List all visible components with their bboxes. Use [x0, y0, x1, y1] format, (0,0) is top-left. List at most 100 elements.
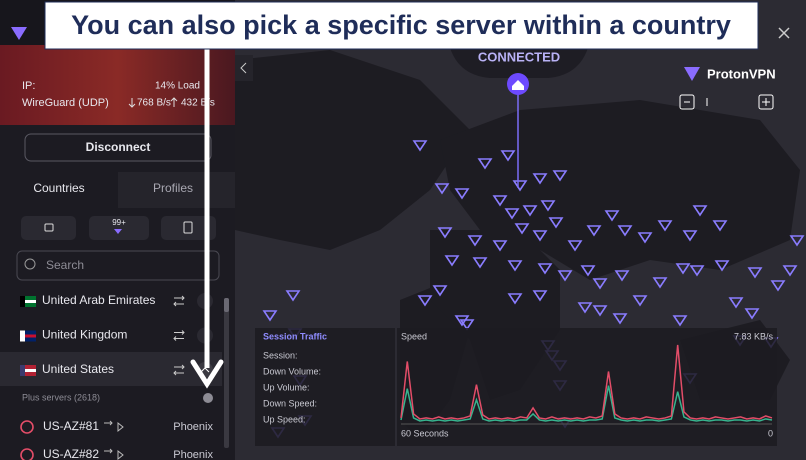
zoom-in[interactable] [758, 94, 774, 110]
server-marker[interactable] [712, 220, 728, 232]
collapse-icon [240, 62, 247, 74]
filter-p2p[interactable] [161, 216, 216, 240]
tab-active[interactable] [0, 172, 118, 208]
brand-name: ProtonVPN [707, 66, 776, 81]
server-marker[interactable] [682, 230, 698, 242]
server-icons [104, 448, 124, 460]
server-marker[interactable] [454, 188, 470, 200]
country-name: United Kingdom [42, 328, 127, 342]
server-marker[interactable] [459, 319, 475, 331]
collapse-button[interactable] [235, 55, 253, 81]
country-header [0, 45, 235, 125]
server-marker[interactable] [747, 267, 763, 279]
server-load: 14% Load [155, 81, 200, 92]
filter-secure-core[interactable] [21, 216, 76, 240]
session-label: Up Volume: [263, 382, 310, 392]
callout-box [44, 1, 759, 50]
search-box[interactable] [16, 250, 220, 281]
scrollbar[interactable] [224, 298, 229, 448]
upload-rate: 432 B/s [181, 98, 215, 109]
server-marker[interactable] [675, 263, 691, 275]
flag-stripe [20, 300, 36, 303]
server-marker[interactable] [652, 277, 668, 289]
server-marker[interactable] [500, 150, 516, 162]
server-city: Phoenix [173, 421, 213, 433]
server-marker[interactable] [548, 217, 564, 229]
ip-label: IP: [22, 80, 35, 92]
server-marker[interactable] [782, 265, 798, 277]
server-marker[interactable] [692, 205, 708, 217]
server-marker[interactable] [789, 235, 805, 247]
server-marker[interactable] [512, 180, 528, 192]
server-marker[interactable] [714, 260, 730, 272]
session-label: Down Volume: [263, 366, 321, 376]
zoom-out[interactable] [679, 94, 695, 110]
scrollbar-thumb[interactable] [224, 298, 229, 312]
close-button[interactable] [778, 27, 790, 39]
filter-plus[interactable] [89, 216, 149, 240]
country-action-icon [173, 364, 185, 376]
server-marker[interactable] [437, 227, 453, 239]
country-name: United States [42, 362, 114, 376]
brand-logo [684, 67, 700, 81]
server-marker[interactable] [507, 293, 523, 305]
server-marker[interactable] [617, 225, 633, 237]
app-logo [11, 27, 27, 40]
server-marker[interactable] [567, 240, 583, 252]
server-marker[interactable] [507, 260, 523, 272]
server-icons [104, 420, 124, 433]
server-marker[interactable] [432, 285, 448, 297]
server-marker[interactable] [444, 255, 460, 267]
server-marker[interactable] [514, 223, 530, 235]
server-marker[interactable] [586, 225, 602, 237]
p2p-icon [183, 221, 193, 234]
server-marker[interactable] [592, 305, 608, 317]
selected-country-row [0, 352, 222, 386]
server-marker[interactable] [467, 235, 483, 247]
server-marker[interactable] [744, 308, 760, 320]
server-marker[interactable] [477, 158, 493, 170]
server-marker[interactable] [532, 290, 548, 302]
protocol: WireGuard (UDP) [22, 97, 109, 109]
server-city: Phoenix [173, 449, 213, 460]
flag-part [20, 296, 25, 307]
tab-profiles[interactable]: Profiles [153, 181, 193, 195]
disconnect-button[interactable] [24, 133, 212, 162]
server-marker[interactable] [537, 263, 553, 275]
server-marker[interactable] [689, 265, 705, 277]
server-marker[interactable] [557, 270, 573, 282]
server-marker[interactable] [417, 295, 433, 307]
server-marker[interactable] [492, 240, 508, 252]
server-marker[interactable] [612, 313, 628, 325]
server-marker[interactable] [262, 310, 278, 322]
server-marker[interactable] [672, 315, 688, 327]
server-marker[interactable] [504, 208, 520, 220]
server-marker[interactable] [492, 195, 508, 207]
server-marker[interactable] [637, 232, 653, 244]
server-marker[interactable] [728, 297, 744, 309]
server-marker[interactable] [552, 170, 568, 182]
server-status [20, 420, 34, 434]
server-marker[interactable] [592, 278, 608, 290]
callout-arrowhead [190, 359, 224, 389]
server-marker[interactable] [577, 302, 593, 314]
server-marker[interactable] [522, 205, 538, 217]
server-marker[interactable] [580, 265, 596, 277]
server-marker[interactable] [285, 290, 301, 302]
server-marker[interactable] [604, 210, 620, 222]
server-marker[interactable] [472, 257, 488, 269]
connection-status: CONNECTED [478, 49, 560, 64]
server-marker[interactable] [770, 280, 786, 292]
server-marker[interactable] [540, 200, 556, 212]
server-marker[interactable] [412, 140, 428, 152]
session-label: Session: [263, 350, 298, 360]
server-marker[interactable] [614, 270, 630, 282]
server-marker[interactable] [532, 230, 548, 242]
speed-graph [400, 344, 773, 425]
server-marker[interactable] [434, 183, 450, 195]
server-marker[interactable] [632, 295, 648, 307]
server-marker[interactable] [532, 173, 548, 185]
server-marker[interactable] [657, 220, 673, 232]
tab-countries: Countries [33, 181, 84, 195]
